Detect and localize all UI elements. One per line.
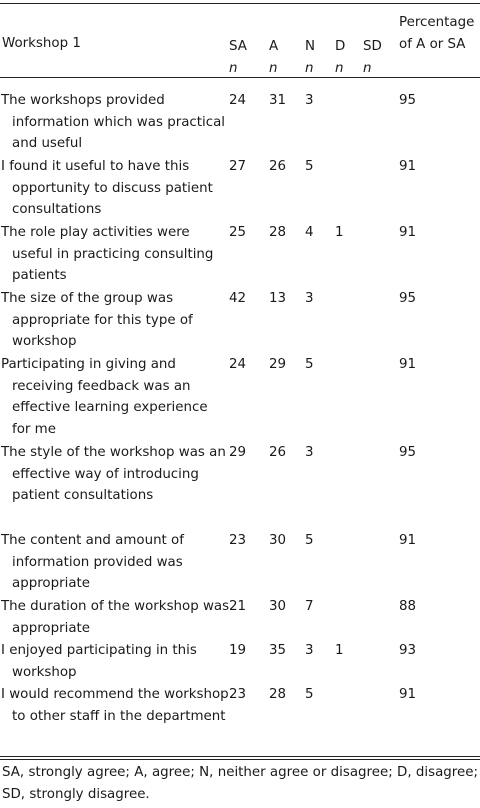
- cell-n: 3: [305, 291, 314, 306]
- cell-a: 26: [269, 445, 287, 460]
- row-statement: The role play activities were useful in …: [1, 225, 214, 283]
- header-col-n-label: N: [305, 39, 316, 54]
- cell-percentage: 91: [399, 687, 417, 702]
- table-top-rule: [0, 3, 480, 4]
- header-col-sa-sub: n: [229, 61, 238, 76]
- header-title: Workshop 1: [2, 36, 81, 51]
- cell-percentage: 91: [399, 225, 417, 240]
- cell-sa: 23: [229, 533, 247, 548]
- cell-percentage: 95: [399, 93, 417, 108]
- table-bottom-rule: [0, 756, 480, 760]
- header-col-sd: SD n: [363, 36, 382, 80]
- cell-a: 28: [269, 225, 287, 240]
- cell-n: 5: [305, 357, 314, 372]
- cell-n: 5: [305, 159, 314, 174]
- table-row: The content and amount of information pr…: [0, 530, 480, 596]
- cell-percentage: 91: [399, 533, 417, 548]
- cell-a: 29: [269, 357, 287, 372]
- header-pct-line2: of A or SA: [399, 37, 466, 52]
- cell-percentage: 88: [399, 599, 417, 614]
- table-row: The role play activities were useful in …: [0, 222, 480, 288]
- cell-a: 28: [269, 687, 287, 702]
- row-statement: The content and amount of information pr…: [1, 533, 184, 591]
- cell-a: 31: [269, 93, 287, 108]
- row-statement: Participating in giving and receiving fe…: [1, 357, 208, 437]
- header-rule: [0, 77, 480, 78]
- table-row: The style of the workshop was an effecti…: [0, 442, 480, 530]
- header-col-d: D n: [335, 36, 345, 80]
- table-row: I would recommend the workshop to other …: [0, 684, 480, 750]
- cell-d: 1: [335, 643, 344, 658]
- cell-a: 26: [269, 159, 287, 174]
- cell-a: 30: [269, 599, 287, 614]
- header-col-a: A n: [269, 36, 278, 80]
- cell-percentage: 95: [399, 291, 417, 306]
- row-statement: I found it useful to have this opportuni…: [1, 159, 213, 217]
- table-footnote: SA, strongly agree; A, agree; N, neither…: [2, 765, 478, 802]
- header-col-d-label: D: [335, 39, 346, 54]
- header-col-sd-label: SD: [363, 39, 382, 54]
- cell-percentage: 95: [399, 445, 417, 460]
- cell-n: 5: [305, 533, 314, 548]
- cell-n: 3: [305, 93, 314, 108]
- cell-n: 4: [305, 225, 314, 240]
- cell-sa: 19: [229, 643, 247, 658]
- survey-table: Workshop 1 SA n A n N n D n SD n Percent…: [0, 3, 480, 760]
- table-row: I found it useful to have this opportuni…: [0, 156, 480, 222]
- row-statement: The style of the workshop was an effecti…: [1, 445, 226, 503]
- header-col-n-sub: n: [305, 61, 314, 76]
- table-row: Participating in giving and receiving fe…: [0, 354, 480, 442]
- header-pct-line1: Percentage: [399, 15, 475, 30]
- cell-sa: 25: [229, 225, 247, 240]
- cell-n: 5: [305, 687, 314, 702]
- table-row: The workshops provided information which…: [0, 90, 480, 156]
- header-col-sd-sub: n: [363, 61, 372, 76]
- cell-d: 1: [335, 225, 344, 240]
- header-col-d-sub: n: [335, 61, 344, 76]
- header-col-sa: SA n: [229, 36, 247, 80]
- cell-sa: 42: [229, 291, 247, 306]
- cell-percentage: 91: [399, 159, 417, 174]
- cell-percentage: 91: [399, 357, 417, 372]
- cell-n: 7: [305, 599, 314, 614]
- table-row: The size of the group was appropriate fo…: [0, 288, 480, 354]
- header-col-sa-label: SA: [229, 39, 247, 54]
- row-statement: The workshops provided information which…: [1, 93, 226, 151]
- cell-a: 30: [269, 533, 287, 548]
- row-statement: The size of the group was appropriate fo…: [1, 291, 193, 349]
- cell-a: 13: [269, 291, 287, 306]
- cell-sa: 24: [229, 93, 247, 108]
- row-statement: I enjoyed participating in this workshop: [1, 643, 197, 680]
- cell-a: 35: [269, 643, 287, 658]
- table-header: Workshop 1 SA n A n N n D n SD n Percent…: [0, 4, 480, 77]
- cell-n: 3: [305, 643, 314, 658]
- cell-sa: 24: [229, 357, 247, 372]
- cell-sa: 29: [229, 445, 247, 460]
- header-col-a-sub: n: [269, 61, 278, 76]
- row-statement: I would recommend the workshop to other …: [1, 687, 229, 724]
- cell-n: 3: [305, 445, 314, 460]
- header-col-a-label: A: [269, 39, 279, 54]
- cell-sa: 21: [229, 599, 247, 614]
- header-col-percentage: Percentage of A or SA: [399, 12, 474, 56]
- header-col-n: N n: [305, 36, 315, 80]
- row-statement: The duration of the workshop was appropr…: [1, 599, 230, 636]
- cell-sa: 27: [229, 159, 247, 174]
- table-row: I enjoyed participating in this workshop…: [0, 640, 480, 684]
- table-row: The duration of the workshop was appropr…: [0, 596, 480, 640]
- cell-sa: 23: [229, 687, 247, 702]
- cell-percentage: 93: [399, 643, 417, 658]
